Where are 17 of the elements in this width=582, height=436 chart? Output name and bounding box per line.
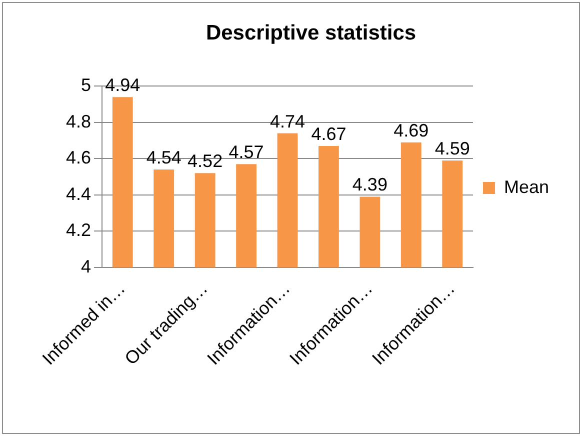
y-tick-label: 4 [81,256,92,276]
y-tick-label: 4.4 [66,184,92,204]
y-tick-label: 4.2 [66,220,92,240]
legend-label: Mean [504,176,550,197]
data-label: 4.67 [311,124,346,144]
chart-title: Descriptive statistics [206,21,416,44]
data-label: 4.39 [352,174,388,195]
y-tick-label: 4.8 [66,111,92,132]
y-tick-label: 5 [81,75,92,96]
data-label: 4.57 [228,142,264,162]
data-label: 4.69 [394,120,429,140]
data-label: 4.94 [105,75,140,96]
data-label: 4.52 [188,151,223,172]
data-label: 4.59 [434,138,470,158]
y-tick-label: 4.6 [66,148,92,168]
data-label: 4.74 [270,111,306,132]
data-label: 4.54 [146,147,182,168]
